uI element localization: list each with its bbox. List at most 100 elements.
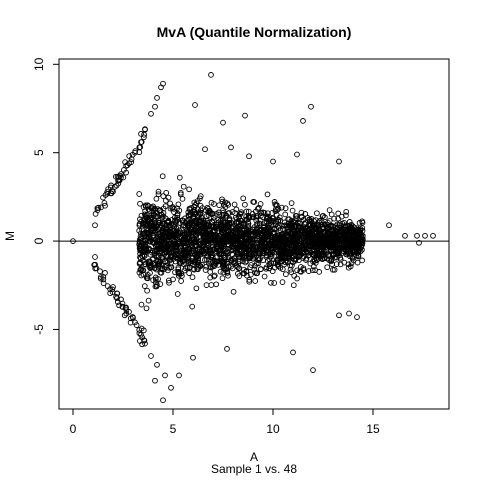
cloud-point [175,272,182,279]
cloud-point [289,239,295,246]
cloud-point [165,226,171,233]
cloud-point [246,213,253,220]
cloud-point [245,231,252,237]
cloud-point [189,303,196,310]
cloud-point [217,254,224,261]
cloud-point [176,174,183,181]
cloud-point [211,272,218,279]
cloud-point [298,225,305,231]
data-point [142,126,148,133]
cloud-point [246,278,253,285]
cloud-point [316,219,322,226]
cloud-point [241,223,248,230]
cloud-point [172,269,178,276]
data-point [154,95,160,101]
cloud-point [152,274,159,281]
cloud-point [217,241,224,248]
cloud-point [229,251,235,258]
data-point [132,319,138,326]
cloud-point [347,238,354,245]
cloud-point [225,241,231,248]
cloud-point [279,266,286,273]
cloud-point [356,241,363,248]
cloud-point [234,248,241,255]
cloud-point [224,260,231,267]
cloud-point [348,221,355,228]
cloud-point [261,245,268,251]
y-axis: -5 0 5 10 [32,57,59,335]
data-point [142,340,148,347]
cloud-point [250,256,256,262]
cloud-point [320,212,326,219]
cloud-point [252,232,259,239]
cloud-point [138,301,145,308]
cloud-point [232,260,239,267]
cloud-point [342,231,349,238]
cloud-point [144,202,151,209]
fan-point [98,274,104,280]
fan-point [105,186,111,192]
data-point [270,158,276,165]
cloud-point [312,239,319,245]
cloud-point [280,250,286,256]
cloud-point [248,262,254,268]
cloud-point [223,248,230,255]
cloud-point [253,217,260,224]
cloud-point [162,247,169,254]
cloud-point [209,263,216,270]
y-tick-label: 0 [32,237,46,244]
cloud-point [214,253,221,260]
plot-frame [58,58,450,410]
cloud-point [288,269,295,276]
data-point [354,314,360,320]
data-point [242,112,248,119]
data-point [138,139,144,145]
data-point [118,174,124,181]
cloud-point [218,257,225,264]
cloud-point [359,257,365,264]
data-point [168,384,174,391]
cloud-point [237,211,243,218]
chart-subtitle: Sample 1 vs. 48 [211,462,297,476]
cloud-point [176,248,183,254]
data-point [70,238,76,244]
cloud-point [253,214,260,221]
data-point [160,397,166,404]
cloud-point [299,240,305,247]
cloud-point [181,267,188,274]
cloud-point [326,239,333,245]
cloud-point [207,269,214,275]
cloud-point [346,250,353,257]
cloud-point [159,223,166,229]
cloud-point [268,236,275,243]
data-point [152,377,158,384]
data-point [202,146,208,153]
cloud-point [240,243,247,250]
cloud-point [153,223,160,230]
fan-point [129,314,136,320]
data-point [102,270,108,276]
cloud-point [142,203,149,210]
cloud-point [240,195,247,202]
cloud-point [155,237,162,244]
data-point [118,296,124,303]
cloud-point [161,250,168,257]
cloud-point [257,201,264,207]
cloud-point [258,210,265,216]
cloud-point [279,279,286,285]
cloud-point [216,236,223,243]
cloud-point [249,252,256,259]
cloud-point [138,272,145,279]
cloud-point [196,262,202,269]
cloud-point [254,270,261,277]
cloud-point [201,249,208,256]
cloud-point [300,249,307,256]
cloud-point [184,227,190,234]
cloud-point [191,203,198,210]
cloud-point [235,260,242,267]
cloud-point [145,297,152,304]
cloud-point [254,220,261,227]
cloud-point [197,210,204,217]
cloud-point [287,262,293,269]
cloud-point [148,220,155,227]
